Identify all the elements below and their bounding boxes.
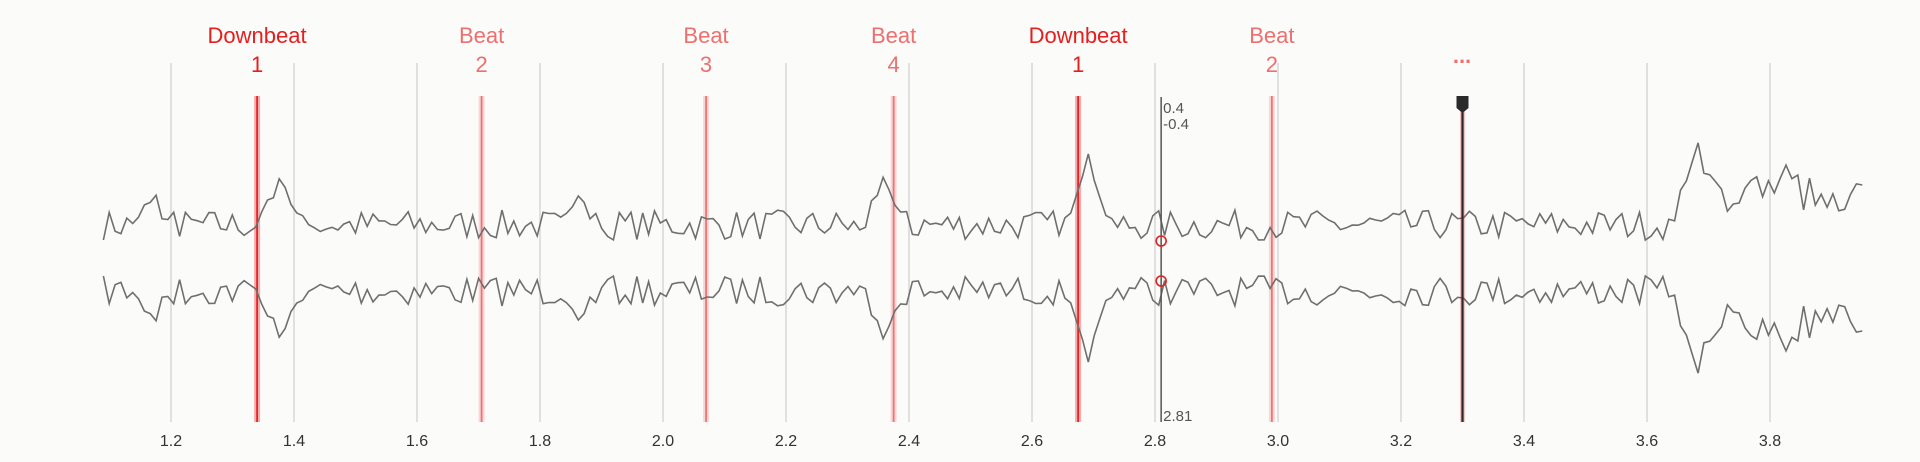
cursor-x-readout: 2.81 [1163,408,1192,425]
beat-marker-number[interactable]: 2 [475,52,487,77]
waveform-lower [102,274,1863,374]
waveform-layer [102,142,1863,374]
playhead-layer [1456,96,1469,422]
beat-marker-name[interactable]: Beat [871,23,916,48]
x-tick-label: 3.6 [1636,433,1658,450]
beat-marker-number[interactable]: 2 [1266,52,1278,77]
cursor-layer: 0.4-0.4 2.81 [1155,97,1192,425]
cursor-bottom-value: -0.4 [1163,116,1189,133]
beat-marker-name[interactable]: Beat [1249,23,1294,48]
x-tick-label: 3.2 [1390,433,1412,450]
label-layer: Downbeat 1 Beat 2 Beat 3 Beat 4 Downbeat 1 Beat 2..… [208,23,1472,77]
beat-marker-name[interactable]: Downbeat [208,23,307,48]
grid-layer [170,63,1771,422]
x-tick-label: 3.0 [1267,433,1289,450]
cursor-upper-point[interactable] [1155,235,1167,247]
more-markers-indicator[interactable]: ... [1453,43,1471,68]
playhead-handle[interactable] [1456,96,1469,113]
beat-marker-number[interactable]: 1 [251,52,263,77]
x-tick-label: 1.4 [283,433,305,450]
x-tick-label: 2.6 [1021,433,1043,450]
x-tick-label: 2.4 [898,433,920,450]
x-tick-label: 2.8 [1144,433,1166,450]
x-tick-label: 1.2 [160,433,182,450]
beat-lines-layer [254,96,1275,422]
cursor-lower-point[interactable] [1155,275,1167,287]
beat-marker-number[interactable]: 1 [1072,52,1084,77]
x-tick-label: 3.8 [1759,433,1781,450]
cursor-top-value: 0.4 [1163,100,1184,117]
x-tick-label: 3.4 [1513,433,1535,450]
beat-marker-number[interactable]: 3 [700,52,712,77]
waveform-upper [102,142,1863,242]
x-tick-label: 1.8 [529,433,551,450]
x-axis: 1.2 1.4 1.6 1.8 2.0 2.2 2.4 2.6 2.8 3.0 3.2 3.4 3.6 3… [160,433,1781,450]
x-tick-label: 2.2 [775,433,797,450]
beat-marker-name[interactable]: Beat [459,23,504,48]
beat-marker-number[interactable]: 4 [888,52,900,77]
beat-marker-name[interactable]: Downbeat [1029,23,1128,48]
x-tick-label: 1.6 [406,433,428,450]
x-tick-label: 2.0 [652,433,674,450]
beat-marker-name[interactable]: Beat [683,23,728,48]
